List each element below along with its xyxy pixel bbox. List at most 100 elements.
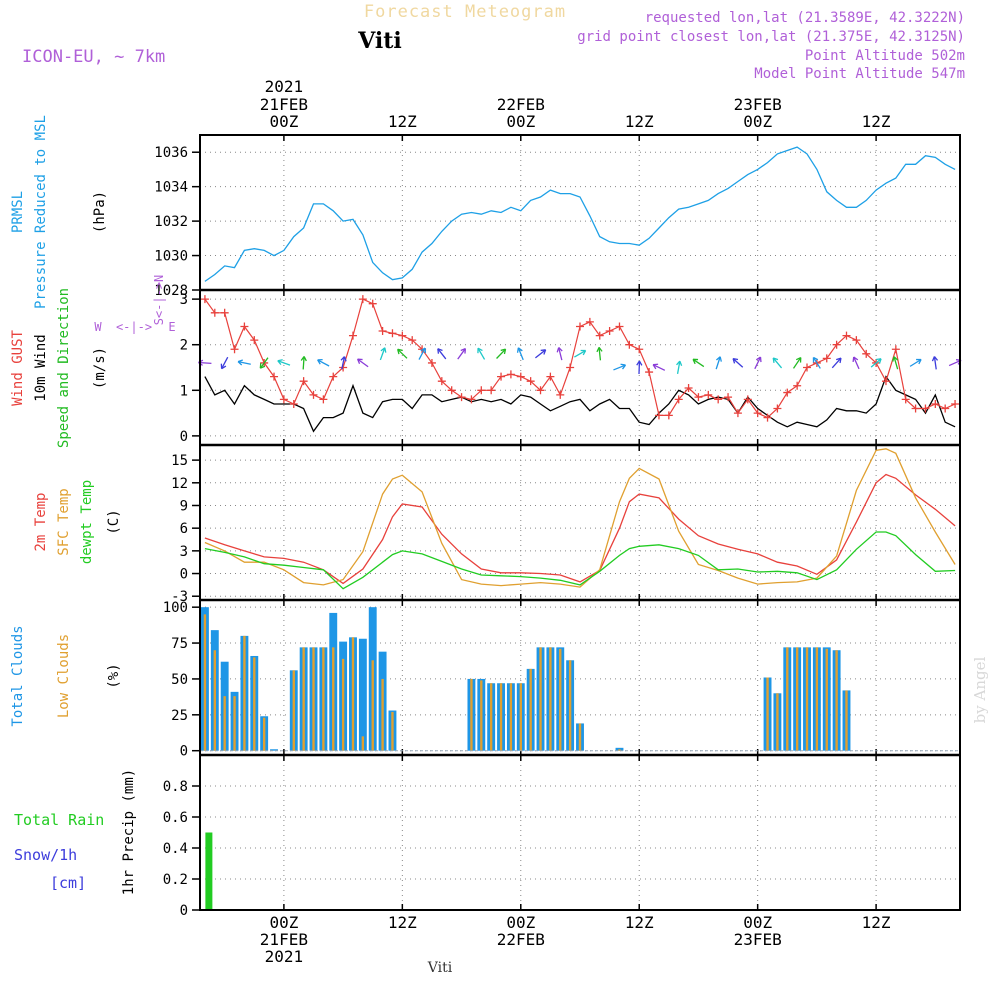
gust-marker xyxy=(289,399,298,408)
low-cloud-bar xyxy=(805,647,809,751)
gust-marker xyxy=(210,308,219,317)
plot-frame xyxy=(199,134,961,911)
total-cloud-bar xyxy=(270,749,278,751)
wind-arrowhead xyxy=(420,347,427,354)
precip-unit: 1hr Precip (mm) xyxy=(121,769,137,895)
low-cloud-bar xyxy=(568,660,572,751)
pressure-unit: (hPa) xyxy=(92,191,108,233)
y-tick-label: 1 xyxy=(180,383,188,399)
y-tick-label: 0 xyxy=(180,567,188,583)
y-tick-label: 3 xyxy=(180,544,188,560)
low-cloud-bar xyxy=(470,678,473,751)
wind-arrowhead xyxy=(795,356,802,363)
wind-arrowhead xyxy=(620,363,627,370)
gust-marker xyxy=(240,322,249,331)
gust-marker xyxy=(881,377,890,386)
low-cloud-bar xyxy=(529,668,532,751)
top-time-label: 00Z xyxy=(269,112,298,131)
precip-panel: 0 0.2 0.4 0.6 0.8 xyxy=(163,755,960,919)
low-cloud-bar xyxy=(578,723,582,751)
low-cloud-bar xyxy=(361,736,365,751)
y-tick-label: 9 xyxy=(180,498,188,514)
wind-arrowhead xyxy=(540,349,547,355)
gust-marker xyxy=(714,395,723,404)
low-cloud-bar xyxy=(845,690,848,751)
y-tick-label: 1030 xyxy=(154,249,188,265)
wind-arrowhead xyxy=(812,356,819,363)
gust-marker xyxy=(319,395,328,404)
gust-marker xyxy=(654,411,663,420)
wind-direction-arrow xyxy=(692,358,705,368)
gust-marker xyxy=(733,409,742,418)
wind-arrowhead xyxy=(772,357,779,364)
wind-arrowhead xyxy=(652,363,659,370)
low-cloud-bar xyxy=(341,658,345,751)
temp-line-0 xyxy=(204,473,956,585)
wind-direction-arrow xyxy=(237,360,251,365)
low-cloud-bar xyxy=(302,647,305,751)
y-tick-label: 1028 xyxy=(154,283,188,299)
wind-direction-arrow xyxy=(893,356,899,370)
wind-arrowhead xyxy=(500,348,507,355)
gust-marker xyxy=(664,411,673,420)
gust-marker xyxy=(368,299,377,308)
wind-direction-arrow xyxy=(357,358,369,368)
low-cloud-bar xyxy=(766,677,769,751)
y-tick-label: 75 xyxy=(171,636,188,652)
y-tick-label: 0 xyxy=(180,429,188,445)
gust-marker xyxy=(941,404,950,413)
wind-arrowhead xyxy=(636,360,643,366)
low-cloud-bar xyxy=(509,683,513,751)
gust-marker xyxy=(862,349,871,358)
wind-arrowhead xyxy=(277,359,283,366)
gust-marker xyxy=(674,395,683,404)
low-cloud-bar xyxy=(519,683,522,751)
gust-marker xyxy=(398,331,407,340)
wind-arrowhead xyxy=(596,346,603,353)
y-tick-label: 15 xyxy=(171,453,188,469)
low-cloud-bar xyxy=(312,647,315,751)
low-cloud-bar xyxy=(480,680,483,751)
low-cloud-bar xyxy=(391,711,394,751)
low-cloud-bar xyxy=(539,647,542,751)
wind-arrowhead xyxy=(836,357,842,364)
gust-marker xyxy=(437,377,446,386)
wind-arrowhead xyxy=(580,349,587,356)
gust-marker xyxy=(200,295,209,304)
top-time-label: 12Z xyxy=(625,112,654,131)
wind-direction-arrow xyxy=(652,364,666,371)
rain-bar xyxy=(205,832,213,910)
gust-marker xyxy=(556,390,565,399)
wind-speed-line xyxy=(204,375,956,433)
compass-ns: S<-|->N xyxy=(152,275,166,326)
low-cloud-bar xyxy=(489,683,493,751)
wind-direction-arrow xyxy=(598,347,602,361)
bottom-time-label: 2021 xyxy=(265,947,304,966)
low-cloud-bar xyxy=(223,696,226,751)
gust-marker xyxy=(358,295,367,304)
gust-marker xyxy=(615,322,624,331)
low-cloud-bar xyxy=(332,647,335,751)
wind-arrowhead xyxy=(755,356,762,363)
bottom-time-label: 00Z xyxy=(743,913,772,932)
y-tick-label: 0.6 xyxy=(163,810,188,826)
wind-arrowhead xyxy=(916,358,922,365)
wind-direction-arrow xyxy=(772,357,783,369)
wind-direction-arrow xyxy=(732,358,744,368)
y-tick-label: -3 xyxy=(171,589,188,605)
gust-marker xyxy=(447,386,456,395)
wind-direction-arrow xyxy=(558,347,563,361)
wind-direction-arrow xyxy=(496,348,507,359)
pressure-ylabel-1: PRMSL xyxy=(10,191,26,233)
gust-marker xyxy=(931,399,940,408)
location-title: Viti xyxy=(357,28,402,54)
wind-direction-arrow xyxy=(397,348,408,359)
temp-panel: -3 0 3 6 9 12 15 xyxy=(171,445,960,605)
gust-marker xyxy=(901,395,910,404)
wind-arrowhead xyxy=(357,358,363,364)
temp-ylabel-sfc: SFC Temp xyxy=(56,488,72,555)
wind-arrowhead xyxy=(556,347,563,353)
y-tick-label: 0.8 xyxy=(163,779,188,795)
gust-marker xyxy=(635,345,644,354)
